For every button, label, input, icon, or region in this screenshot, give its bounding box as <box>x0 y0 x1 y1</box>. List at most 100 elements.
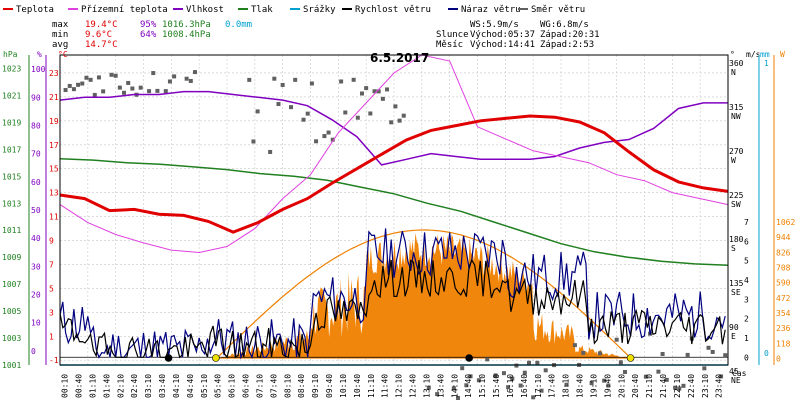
wind-dir-point <box>435 392 440 397</box>
x-tick: 06:10 <box>228 374 237 398</box>
solar-tick: 354 <box>776 309 791 318</box>
wind-dir-point <box>485 357 490 362</box>
wind-dir-point <box>564 382 569 387</box>
wind-dir-point <box>531 395 536 400</box>
x-tick: 11:10 <box>367 374 376 398</box>
wind-dir-point <box>355 115 360 120</box>
solar-area <box>216 232 632 359</box>
x-tick: 18:10 <box>562 374 571 398</box>
dir-tick: 315 <box>729 103 744 112</box>
legend-item: Přízemní teplota <box>81 5 168 15</box>
wind-dir-point <box>393 104 398 109</box>
wind-dir-point <box>380 96 385 101</box>
hum-tick: 50 <box>31 206 41 215</box>
chart-title: 6.5.2017 <box>370 51 429 65</box>
stats-block: max 19.4°C 95% 1016.3hPa 0.0mm min 9.6°C… <box>52 20 252 50</box>
dir-name: NW <box>731 112 741 121</box>
press-tick: 1007 <box>2 280 21 289</box>
x-tick: 04:10 <box>172 374 181 398</box>
series-layer <box>59 54 729 400</box>
press-tick: 1015 <box>2 172 21 181</box>
moon-label: Měsíc <box>436 40 463 50</box>
wind-dir-point <box>301 117 306 122</box>
wind-dir-point <box>67 83 72 88</box>
x-tick: 22:40 <box>687 374 696 398</box>
wind-tick: 1 <box>744 334 749 343</box>
stat-max-label: max <box>52 20 69 30</box>
solar-tick: 944 <box>776 233 791 242</box>
x-tick: 02:10 <box>116 374 125 398</box>
wind-dir-point <box>493 373 498 378</box>
wind-dir-point <box>84 75 89 80</box>
dir-name: E <box>731 332 736 341</box>
dir-name: W <box>731 156 736 165</box>
dir-tick: 225 <box>729 191 744 200</box>
temp-tick: 5 <box>49 284 54 293</box>
wind-dir-point <box>526 360 531 365</box>
moon-marker <box>164 354 173 362</box>
hum-axis-label: % <box>37 50 42 59</box>
x-tick: 04:40 <box>186 374 195 398</box>
wind-dir-point <box>426 385 431 390</box>
press-tick: 1017 <box>2 145 21 154</box>
stat-avg-label: avg <box>52 40 68 50</box>
wind-dir-point <box>501 371 506 376</box>
wind-dir-point <box>359 91 364 96</box>
wind-dir-point <box>673 385 678 390</box>
rain-tick: 1 <box>764 59 769 68</box>
legend-item: Směr větru <box>531 5 585 15</box>
x-tick: 02:40 <box>130 374 139 398</box>
wind-dir-point <box>522 370 527 375</box>
dir-tick: 45 <box>729 367 739 376</box>
wind-dir-point <box>543 368 548 373</box>
wind-dir-point <box>535 360 540 365</box>
wind-tick: 6 <box>744 237 749 246</box>
x-tick: 12:40 <box>409 374 418 398</box>
x-tick: 17:10 <box>534 374 543 398</box>
wind-dir-point <box>309 81 314 86</box>
rain-axis-label: mm <box>760 50 770 59</box>
x-tick: 18:40 <box>576 374 585 398</box>
x-tick: 11:40 <box>381 374 390 398</box>
wind-dir-point <box>681 383 686 388</box>
x-tick: 09:40 <box>325 374 334 398</box>
wind-dir-point <box>597 351 602 356</box>
wind-dir-point <box>677 386 682 391</box>
temp-tick: 23 <box>49 69 59 78</box>
x-tick: 10:40 <box>353 374 362 398</box>
x-tick: 15:10 <box>478 374 487 398</box>
wind-dir-point <box>518 383 523 388</box>
temp-tick: 21 <box>49 93 59 102</box>
press-tick: 1011 <box>2 226 21 235</box>
wind-dir-point <box>101 89 106 94</box>
dir-name: SW <box>731 200 741 209</box>
hum-tick: 100 <box>31 65 46 74</box>
sun-marker <box>626 354 635 362</box>
wind-dir-point <box>326 130 331 135</box>
x-axis-label: čas <box>732 368 747 378</box>
x-tick: 03:10 <box>144 374 153 398</box>
wind-speed-line <box>59 259 726 359</box>
legend-item: Rychlost větru <box>355 5 431 15</box>
wind-dir-point <box>719 374 724 379</box>
wind-dir-point <box>280 82 285 87</box>
wind-dir-point <box>643 374 648 379</box>
sun-marker <box>212 354 220 362</box>
legend-item: Srážky <box>303 5 336 15</box>
x-tick: 08:10 <box>283 374 292 398</box>
x-tick: 23:10 <box>701 374 710 398</box>
x-tick: 16:10 <box>506 374 515 398</box>
dir-tick: 90 <box>729 323 739 332</box>
wind-dir-point <box>172 74 177 79</box>
wind-dir-point <box>192 70 197 75</box>
wind-dir-point <box>247 77 252 82</box>
wind-dir-point <box>117 85 122 90</box>
x-tick: 10:10 <box>339 374 348 398</box>
rain-tick: 0 <box>764 349 769 358</box>
wind-dir-point <box>664 377 669 382</box>
wind-dir-point <box>63 88 68 93</box>
legend-item: Vlhkost <box>186 5 224 15</box>
ground-temp-line <box>59 54 729 254</box>
x-tick: 19:40 <box>603 374 612 398</box>
wind-gust-info: WG:6.8m/s <box>540 20 589 30</box>
